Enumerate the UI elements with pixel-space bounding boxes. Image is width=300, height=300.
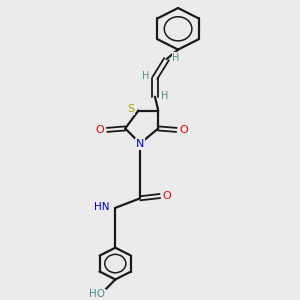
Text: H: H [142, 70, 149, 81]
Text: S: S [128, 104, 135, 114]
Text: N: N [136, 139, 144, 149]
Text: O: O [163, 191, 172, 201]
Text: O: O [179, 125, 188, 135]
Text: H: H [160, 91, 168, 101]
Text: HN: HN [94, 202, 110, 212]
Text: O: O [95, 125, 104, 135]
Text: H: H [172, 53, 179, 63]
Text: HO: HO [89, 290, 105, 299]
